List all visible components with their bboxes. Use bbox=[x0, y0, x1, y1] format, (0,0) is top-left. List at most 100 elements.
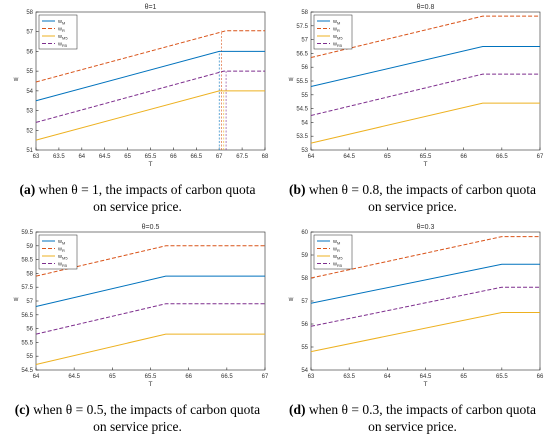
x-tick-label: 64.5 bbox=[68, 374, 80, 380]
caption-line2: on service price. bbox=[368, 419, 457, 434]
x-tick-label: 68 bbox=[262, 154, 269, 160]
legend-label: wM bbox=[57, 19, 65, 26]
chart-title: θ=0.3 bbox=[417, 224, 435, 231]
x-axis-label: T bbox=[424, 161, 428, 168]
series-line-m5 bbox=[310, 102, 540, 144]
legend-label: wM bbox=[57, 239, 65, 246]
chart-title: θ=1 bbox=[145, 4, 157, 11]
y-tick-label: 57.5 bbox=[21, 285, 33, 291]
x-tick-label: 65.5 bbox=[420, 154, 432, 160]
y-tick-label: 59.5 bbox=[21, 230, 33, 236]
y-axis-label: w bbox=[13, 76, 19, 83]
y-tick-label: 52 bbox=[26, 128, 33, 134]
x-axis-label: T bbox=[149, 381, 153, 388]
y-tick-label: 55 bbox=[301, 345, 308, 351]
x-tick-label: 64.5 bbox=[343, 154, 355, 160]
y-tick-label: 51 bbox=[26, 148, 33, 154]
caption-tag: (c) bbox=[14, 402, 30, 417]
series-line-m5 bbox=[35, 90, 265, 141]
panel-c: θ=0.5 64 64.5 65 65.5 66 66.5 67 54.5 55 55.5 56 56.… bbox=[0, 220, 275, 440]
legend-label: wM bbox=[332, 239, 340, 246]
x-tick-label: 63 bbox=[33, 154, 40, 160]
caption-text: when θ = 0.3, the impacts of carbon quot… bbox=[308, 402, 536, 417]
y-tick-label: 53 bbox=[26, 109, 33, 115]
x-tick-label: 63 bbox=[308, 374, 315, 380]
x-tick-label: 67.5 bbox=[236, 154, 248, 160]
x-axis-label: T bbox=[149, 161, 153, 168]
legend-label: wR5 bbox=[332, 42, 343, 49]
series-line-m5 bbox=[310, 312, 540, 353]
x-tick-label: 65 bbox=[109, 374, 116, 380]
y-tick-label: 54.5 bbox=[21, 368, 33, 374]
series-line-m bbox=[35, 50, 265, 102]
caption-line2: on service price. bbox=[368, 199, 457, 214]
y-tick-label: 57 bbox=[26, 30, 33, 36]
x-tick-label: 66 bbox=[460, 154, 467, 160]
caption-tag: (a) bbox=[19, 182, 36, 197]
y-tick-label: 55 bbox=[26, 354, 33, 360]
y-tick-label: 58 bbox=[26, 271, 33, 277]
x-tick-label: 67 bbox=[262, 374, 269, 380]
x-tick-label: 66 bbox=[170, 154, 177, 160]
y-tick-label: 56 bbox=[301, 322, 308, 328]
y-tick-label: 54 bbox=[301, 368, 308, 374]
series-line-r bbox=[35, 245, 265, 277]
caption-b: (b) when θ = 0.8, the impacts of carbon … bbox=[275, 181, 550, 215]
y-tick-label: 53.5 bbox=[296, 134, 308, 140]
legend-label: wR bbox=[332, 247, 340, 254]
panel-d: θ=0.3 63 63.5 64 64.5 65 65.5 66 54 55 56 57 58 59 60 T… bbox=[275, 220, 550, 440]
y-tick-label: 55.5 bbox=[21, 340, 33, 346]
x-tick-label: 64 bbox=[78, 154, 85, 160]
chart-b: θ=0.8 64 64.5 65 65.5 66 66.5 67 53 53.5 54 54.5 55 5… bbox=[288, 4, 544, 168]
y-tick-label: 54 bbox=[301, 120, 308, 126]
x-tick-label: 65.5 bbox=[145, 154, 157, 160]
chart-title: θ=0.5 bbox=[142, 224, 160, 231]
caption-text: when θ = 0.5, the impacts of carbon quot… bbox=[33, 402, 261, 417]
x-tick-label: 65.5 bbox=[496, 374, 508, 380]
x-tick-label: 66 bbox=[185, 374, 192, 380]
caption-tag: (d) bbox=[289, 402, 306, 417]
y-tick-label: 59 bbox=[26, 244, 33, 250]
caption-c: (c) when θ = 0.5, the impacts of carbon … bbox=[0, 401, 275, 435]
series-line-m bbox=[310, 46, 540, 88]
y-axis-label: w bbox=[288, 76, 294, 83]
series-line-m5 bbox=[35, 333, 265, 365]
x-tick-label: 66.5 bbox=[190, 154, 202, 160]
y-tick-label: 54.5 bbox=[296, 107, 308, 113]
y-axis-label: w bbox=[13, 296, 19, 303]
legend-label: wM bbox=[332, 19, 340, 26]
y-tick-label: 56.5 bbox=[296, 51, 308, 57]
y-tick-label: 56 bbox=[26, 49, 33, 55]
y-tick-label: 60 bbox=[301, 230, 308, 236]
caption-d: (d) when θ = 0.3, the impacts of carbon … bbox=[275, 401, 550, 435]
panel-b: θ=0.8 64 64.5 65 65.5 66 66.5 67 53 53.5 54 54.5 55 5… bbox=[275, 0, 550, 220]
y-tick-label: 55 bbox=[26, 69, 33, 75]
x-tick-label: 64 bbox=[308, 154, 315, 160]
legend-label: wR5 bbox=[57, 42, 68, 49]
x-tick-label: 65 bbox=[124, 154, 131, 160]
y-tick-label: 56.5 bbox=[21, 313, 33, 319]
legend-label: wR bbox=[57, 247, 65, 254]
series-line-r bbox=[310, 236, 540, 279]
series-line-r bbox=[310, 15, 540, 59]
y-tick-label: 57.5 bbox=[296, 24, 308, 30]
y-tick-label: 58 bbox=[26, 10, 33, 16]
caption-text: when θ = 1, the impacts of carbon quota bbox=[38, 182, 256, 197]
y-tick-label: 57 bbox=[301, 299, 308, 305]
legend-label: wM5 bbox=[332, 254, 343, 261]
x-tick-label: 67 bbox=[537, 154, 544, 160]
x-axis-label: T bbox=[424, 381, 428, 388]
legend-label: wR5 bbox=[57, 262, 68, 269]
y-tick-label: 54 bbox=[26, 89, 33, 95]
series-line-r5 bbox=[35, 303, 265, 335]
x-tick-label: 64.5 bbox=[99, 154, 111, 160]
caption-line2: on service price. bbox=[93, 199, 182, 214]
series-line-r5 bbox=[35, 70, 265, 123]
y-tick-label: 58 bbox=[301, 276, 308, 282]
series-line-m bbox=[35, 275, 265, 308]
x-tick-label: 65.5 bbox=[145, 374, 157, 380]
x-tick-label: 66.5 bbox=[496, 154, 508, 160]
x-tick-label: 63.5 bbox=[53, 154, 65, 160]
y-tick-label: 56 bbox=[301, 65, 308, 71]
